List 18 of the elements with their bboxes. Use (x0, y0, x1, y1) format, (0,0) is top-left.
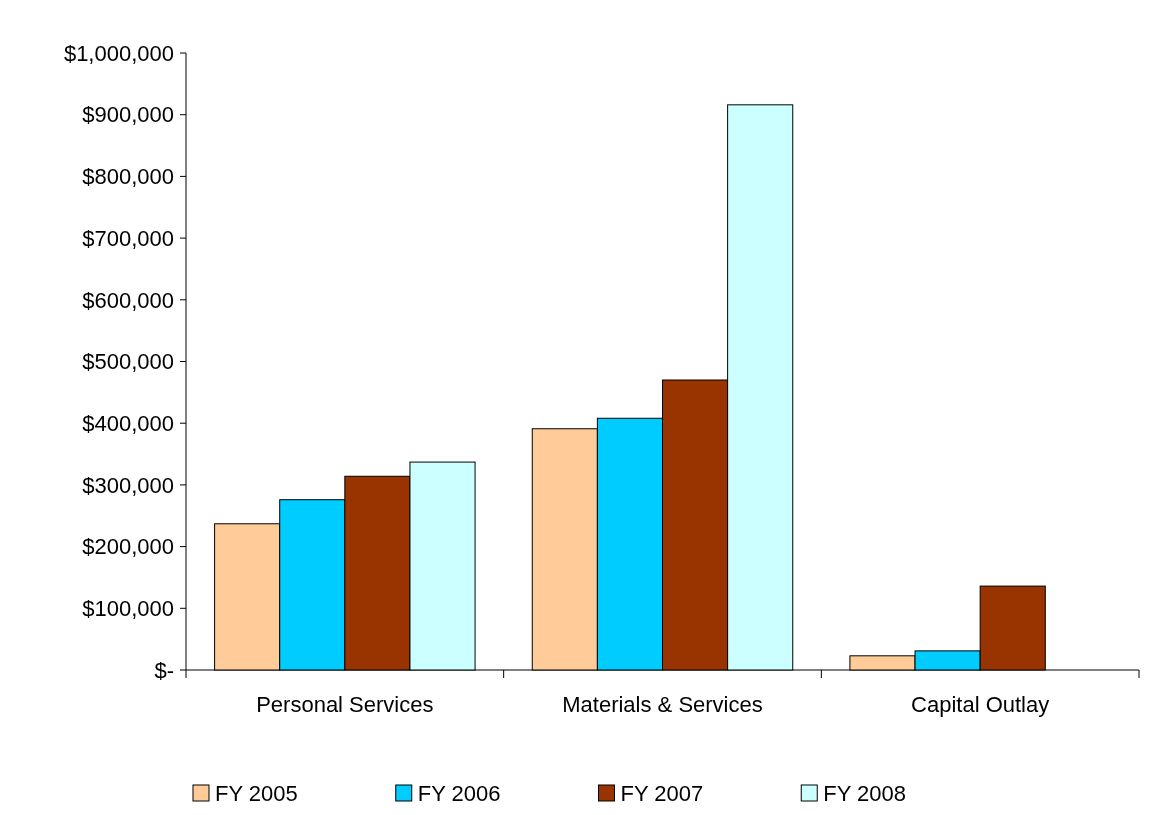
y-tick-label: $400,000 (82, 410, 174, 436)
y-tick-label: $- (154, 657, 174, 683)
y-tick-label: $500,000 (82, 349, 174, 375)
legend-label: FY 2006 (417, 780, 501, 806)
legend-label: FY 2007 (620, 780, 704, 806)
y-tick-label: $800,000 (82, 164, 174, 190)
y-tick-label: $1,000,000 (63, 40, 174, 66)
y-tick-label: $100,000 (82, 596, 174, 621)
legend-label: FY 2005 (215, 780, 298, 806)
x-tick-label: Materials & Services (562, 692, 763, 717)
x-tick-label: Capital Outlay (911, 692, 1050, 717)
x-tick-label: Personal Services (256, 692, 434, 717)
y-tick-label: $300,000 (82, 472, 174, 498)
legend-label: FY 2008 (823, 780, 907, 806)
y-tick-label: $600,000 (82, 287, 174, 313)
y-tick-label: $200,000 (82, 534, 174, 560)
y-tick-label: $700,000 (82, 225, 174, 251)
y-tick-label: $900,000 (82, 102, 174, 128)
